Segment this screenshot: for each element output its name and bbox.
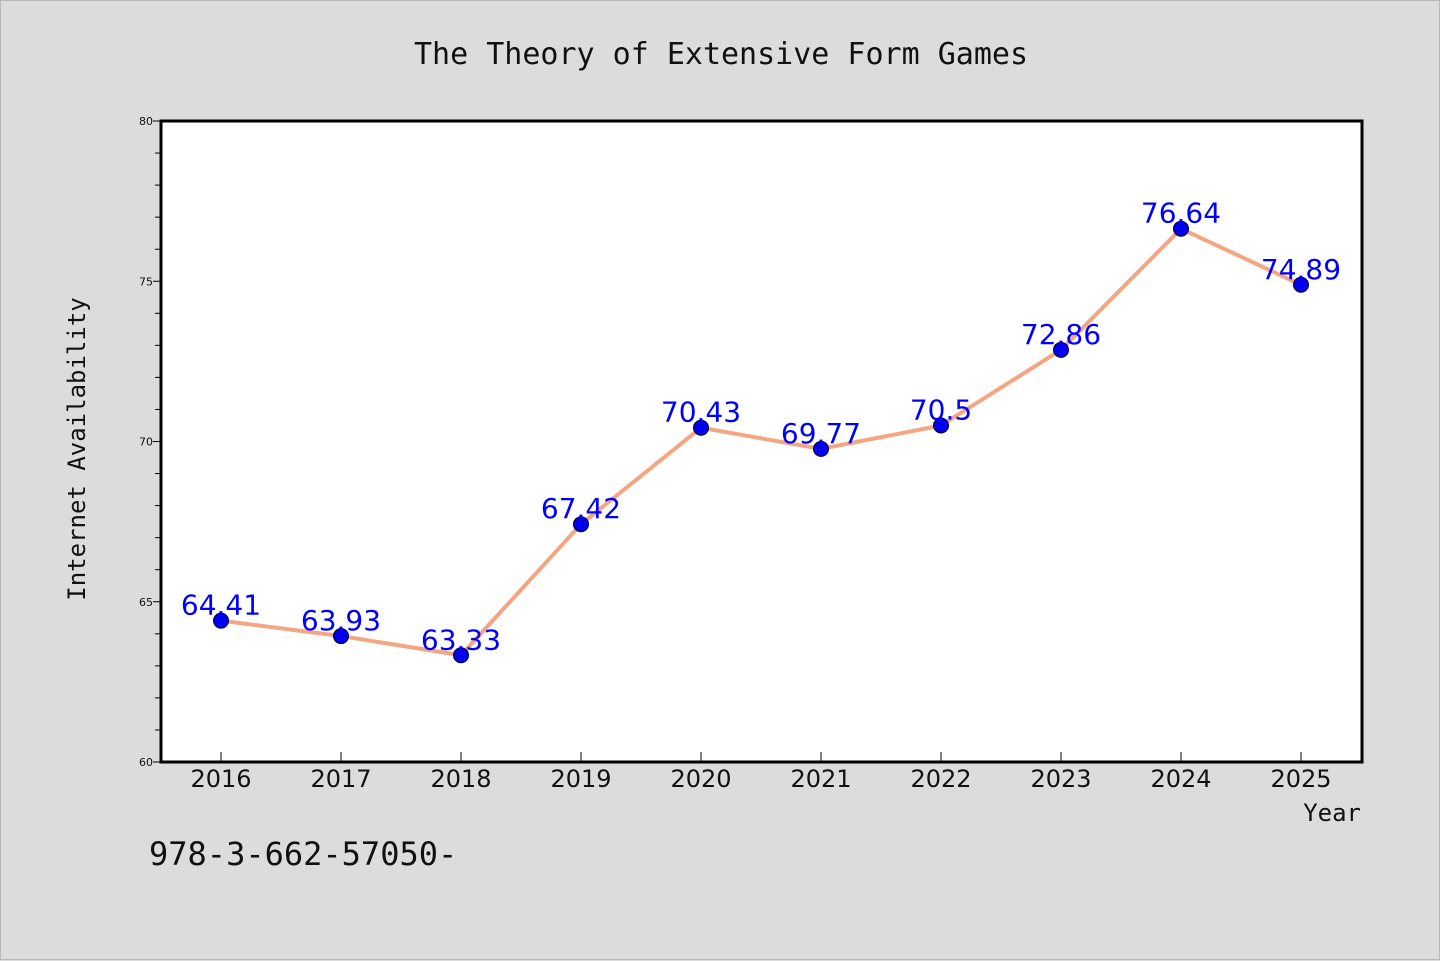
- x-tick-label: 2022: [910, 765, 971, 793]
- data-point: [933, 417, 949, 434]
- data-point: [1173, 220, 1189, 237]
- data-point: [693, 419, 709, 436]
- x-tick-label: 2017: [310, 765, 371, 793]
- data-label: 69.77: [781, 417, 861, 450]
- data-label: 63.93: [301, 604, 381, 637]
- y-axis: 60 65 70 75 80: [139, 115, 161, 769]
- plot-area: [159, 119, 1364, 764]
- data-point: [213, 612, 229, 629]
- isbn-text: 978-3-662-57050-: [149, 835, 457, 873]
- x-tick-label: 2019: [550, 765, 611, 793]
- data-label: 64.41: [181, 589, 261, 622]
- data-label: 76.64: [1141, 197, 1221, 230]
- data-label: 70.5: [910, 393, 972, 426]
- data-point: [453, 647, 469, 664]
- data-label: 63.33: [421, 623, 501, 656]
- x-tick-label: 2024: [1150, 765, 1211, 793]
- x-axis: 2016 2017 2018 2019 2020 2021 2022 2023 2024 2025: [190, 752, 1332, 793]
- x-tick-label: 2023: [1030, 765, 1091, 793]
- chart-title: The Theory of Extensive Form Games: [414, 37, 1028, 72]
- x-tick-label: 2018: [430, 765, 491, 793]
- data-point: [1293, 276, 1309, 293]
- data-label: 70.43: [661, 396, 741, 429]
- y-axis-label: Internet Availability: [63, 297, 91, 600]
- x-tick-label: 2025: [1270, 765, 1331, 793]
- y-tick-label: 60: [139, 756, 153, 769]
- x-tick-label: 2020: [670, 765, 731, 793]
- data-label: 67.42: [541, 492, 621, 525]
- data-label: 72.86: [1021, 318, 1101, 351]
- series-line: [219, 226, 1303, 658]
- data-point: [813, 440, 829, 457]
- data-point: [1053, 341, 1069, 358]
- y-tick-label: 65: [139, 596, 153, 609]
- data-label: 74.89: [1261, 253, 1341, 286]
- data-point: [333, 628, 349, 645]
- y-tick-label: 70: [139, 436, 153, 449]
- y-tick-label: 80: [139, 115, 153, 128]
- data-point: [573, 516, 589, 533]
- x-tick-label: 2016: [190, 765, 251, 793]
- series-group: 64.41 63.93 63.33 67.42 70.43 69.77 70.5 72.86 7…: [181, 197, 1341, 664]
- y-tick-label: 75: [139, 275, 153, 288]
- x-tick-label: 2021: [790, 765, 851, 793]
- x-axis-label: Year: [1303, 799, 1361, 827]
